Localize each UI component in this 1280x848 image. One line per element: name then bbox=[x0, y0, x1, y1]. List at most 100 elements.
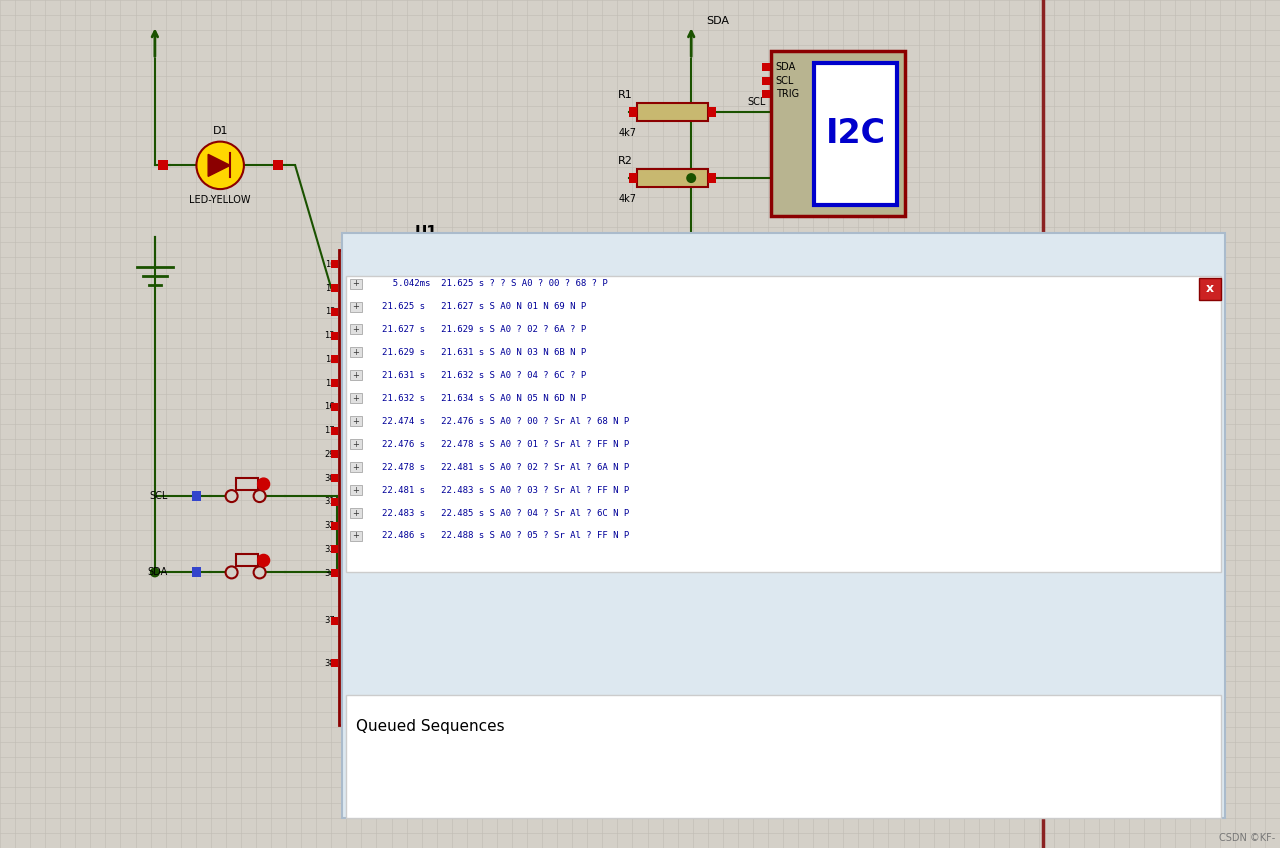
Bar bbox=[332, 569, 338, 577]
Text: 7: 7 bbox=[524, 259, 530, 269]
Bar bbox=[273, 160, 283, 170]
Text: 11: 11 bbox=[325, 283, 335, 293]
Bar bbox=[349, 393, 362, 404]
Bar bbox=[192, 567, 201, 577]
Bar bbox=[471, 725, 477, 734]
Text: 30: 30 bbox=[325, 473, 335, 483]
Text: +: + bbox=[352, 325, 360, 334]
Text: SDA: SDA bbox=[147, 567, 168, 577]
Bar bbox=[428, 725, 434, 734]
Bar bbox=[1199, 277, 1221, 299]
Text: R1: R1 bbox=[618, 90, 632, 100]
Text: 16: 16 bbox=[325, 402, 335, 411]
Circle shape bbox=[196, 142, 244, 189]
Text: 22.486 s   22.488 s S A0 ? 05 ? Sr Al ? FF N P: 22.486 s 22.488 s S A0 ? 05 ? Sr Al ? FF… bbox=[381, 532, 628, 540]
Text: 38: 38 bbox=[324, 659, 335, 668]
Bar bbox=[349, 462, 362, 472]
Text: 31: 31 bbox=[325, 497, 335, 506]
Text: 46: 46 bbox=[438, 737, 445, 742]
Bar bbox=[332, 284, 338, 293]
Text: SDA 22: SDA 22 bbox=[453, 737, 474, 742]
Text: 45: 45 bbox=[428, 737, 434, 742]
Text: 43: 43 bbox=[417, 737, 424, 742]
Bar bbox=[417, 725, 424, 734]
Text: 22.474 s   22.476 s S A0 ? 00 ? Sr Al ? 68 N P: 22.474 s 22.476 s S A0 ? 00 ? Sr Al ? 68… bbox=[381, 416, 628, 426]
Text: CSDN ©KF-: CSDN ©KF- bbox=[1219, 833, 1275, 843]
Bar bbox=[637, 169, 708, 187]
Bar bbox=[349, 531, 362, 541]
Bar bbox=[364, 725, 369, 734]
Bar bbox=[332, 403, 338, 411]
Text: 21.625 s   21.627 s S A0 N 01 N 69 N P: 21.625 s 21.627 s S A0 N 01 N 69 N P bbox=[381, 302, 586, 311]
Bar bbox=[349, 485, 362, 495]
Bar bbox=[352, 725, 358, 734]
Text: 18: 18 bbox=[340, 737, 348, 742]
Circle shape bbox=[257, 555, 270, 566]
Circle shape bbox=[257, 478, 270, 490]
Text: 12: 12 bbox=[325, 307, 335, 316]
Text: +: + bbox=[352, 463, 360, 471]
Text: 15: 15 bbox=[325, 378, 335, 388]
Text: U1: U1 bbox=[415, 226, 436, 240]
Text: Queued Sequences: Queued Sequences bbox=[356, 718, 504, 734]
Text: 28: 28 bbox=[503, 737, 511, 742]
Text: 29: 29 bbox=[325, 449, 335, 459]
Bar bbox=[332, 659, 338, 667]
Bar bbox=[762, 76, 769, 85]
Text: SDA: SDA bbox=[776, 63, 796, 72]
Text: 34: 34 bbox=[325, 568, 335, 577]
Bar bbox=[396, 725, 402, 734]
Text: 22.481 s   22.483 s S A0 ? 03 ? Sr Al ? FF N P: 22.481 s 22.483 s S A0 ? 03 ? Sr Al ? FF… bbox=[381, 486, 628, 494]
Text: 33: 33 bbox=[324, 544, 335, 554]
Circle shape bbox=[253, 490, 266, 502]
Text: SCL 21: SCL 21 bbox=[443, 737, 462, 742]
Bar bbox=[332, 545, 338, 554]
Bar bbox=[346, 276, 1221, 572]
Text: I: I bbox=[347, 659, 349, 668]
Text: +: + bbox=[352, 279, 360, 288]
Circle shape bbox=[686, 173, 696, 183]
Text: +: + bbox=[352, 532, 360, 540]
Text: PA3: PA3 bbox=[347, 331, 364, 340]
Text: 25: 25 bbox=[471, 737, 477, 742]
Text: NRST: NRST bbox=[480, 259, 504, 269]
Text: 22.483 s   22.485 s S A0 ? 04 ? Sr Al ? 6C N P: 22.483 s 22.485 s S A0 ? 04 ? Sr Al ? 6C… bbox=[381, 509, 628, 517]
Bar bbox=[384, 725, 390, 734]
Text: SCL: SCL bbox=[776, 75, 794, 86]
Text: PA1: PA1 bbox=[347, 283, 364, 293]
Bar bbox=[762, 64, 769, 71]
Bar bbox=[449, 725, 456, 734]
Text: 19: 19 bbox=[352, 737, 358, 742]
Circle shape bbox=[225, 490, 238, 502]
Text: I2C: I2C bbox=[826, 118, 886, 150]
Bar bbox=[708, 107, 716, 117]
Text: 40: 40 bbox=[384, 737, 392, 742]
Bar bbox=[236, 478, 257, 490]
Circle shape bbox=[342, 491, 352, 501]
Text: PA9: PA9 bbox=[347, 473, 364, 483]
Text: PA0-WKUP: PA0-WKUP bbox=[347, 259, 393, 269]
Text: SCL: SCL bbox=[748, 97, 765, 107]
Bar bbox=[332, 616, 338, 625]
Text: LED-YELLOW: LED-YELLOW bbox=[189, 195, 251, 205]
Bar bbox=[332, 332, 338, 340]
Text: PA4: PA4 bbox=[347, 354, 364, 364]
Bar bbox=[439, 725, 445, 734]
Text: PA6: PA6 bbox=[347, 402, 364, 411]
Text: PA12: PA12 bbox=[347, 544, 370, 554]
Bar bbox=[332, 355, 338, 364]
Text: SCL: SCL bbox=[150, 491, 168, 501]
Bar bbox=[192, 491, 201, 501]
Text: 26: 26 bbox=[481, 737, 489, 742]
Bar bbox=[762, 90, 769, 98]
Text: +: + bbox=[352, 509, 360, 517]
Bar bbox=[159, 160, 168, 170]
Text: 21.632 s   21.634 s S A0 N 05 N 6D N P: 21.632 s 21.634 s S A0 N 05 N 6D N P bbox=[381, 393, 586, 403]
Text: +: + bbox=[352, 302, 360, 311]
Text: 4k7: 4k7 bbox=[618, 194, 636, 204]
Circle shape bbox=[253, 566, 266, 578]
Bar bbox=[349, 325, 362, 334]
Text: PA11: PA11 bbox=[347, 521, 370, 530]
Bar bbox=[814, 63, 897, 205]
Text: PA7: PA7 bbox=[347, 426, 364, 435]
